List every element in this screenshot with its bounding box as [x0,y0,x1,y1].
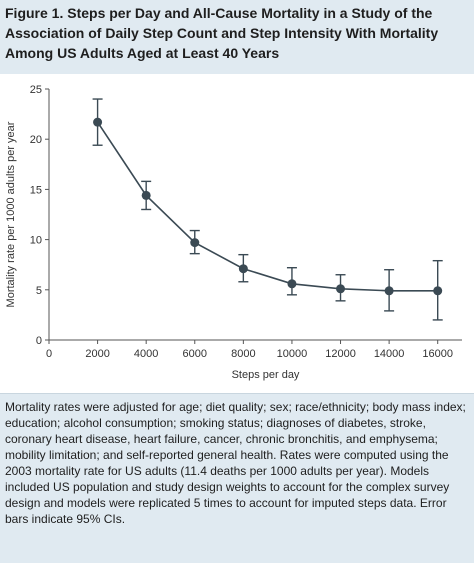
x-axis-title: Steps per day [232,369,300,381]
y-tick-label: 0 [36,335,42,347]
x-tick-label: 10000 [277,348,308,360]
plot-background [0,74,474,387]
axes: 0 5 10 15 20 25 0 2000 4000 6000 8000 10000 12000 140… [30,84,462,360]
data-points [93,117,443,296]
series-line [96,121,438,292]
x-tick-label: 16000 [422,348,453,360]
y-tick-label: 20 [30,134,42,146]
data-point [93,117,103,127]
x-tick-label: 6000 [183,348,207,360]
x-tick-label: 14000 [374,348,405,360]
series-line-layer [96,121,438,292]
data-point [287,279,297,289]
caption-banner [0,393,474,563]
data-point [433,286,443,296]
data-point [190,238,200,248]
x-tick-label: 4000 [134,348,158,360]
x-tick-label: 8000 [231,348,255,360]
y-tick-label: 5 [36,285,42,297]
data-point [384,286,394,296]
y-tick-label: 15 [30,184,42,196]
x-tick-label: 12000 [325,348,356,360]
y-tick-label: 25 [30,84,42,96]
figure-caption: Mortality rates were adjusted for age; d… [5,400,466,526]
data-point [238,264,248,274]
y-tick-label: 10 [30,235,42,247]
data-point [141,190,151,200]
line-chart: 0 5 10 15 20 25 0 2000 4000 6000 8000 10000 12000 140… [5,84,462,381]
x-tick-label: 0 [46,348,52,360]
title-banner [0,0,474,74]
data-point [336,284,346,294]
figure-title: Figure 1. Steps per Day and All-Cause Mo… [5,5,439,61]
x-tick-label: 2000 [85,348,109,360]
y-axis-title: Mortality rate per 1000 adults per year [5,121,17,307]
